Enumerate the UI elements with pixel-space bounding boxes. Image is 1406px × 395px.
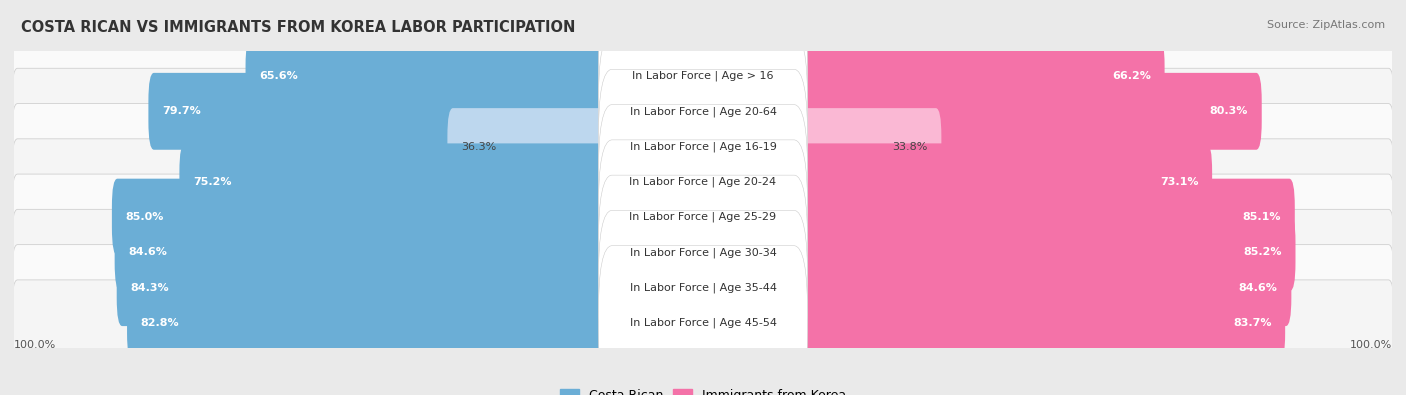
FancyBboxPatch shape — [599, 140, 807, 294]
FancyBboxPatch shape — [13, 33, 1393, 119]
FancyBboxPatch shape — [599, 175, 807, 329]
Text: Source: ZipAtlas.com: Source: ZipAtlas.com — [1267, 20, 1385, 30]
FancyBboxPatch shape — [599, 246, 807, 395]
Text: In Labor Force | Age 20-64: In Labor Force | Age 20-64 — [630, 106, 776, 117]
FancyBboxPatch shape — [599, 105, 807, 259]
FancyBboxPatch shape — [790, 179, 1295, 256]
Text: 33.8%: 33.8% — [893, 141, 928, 152]
FancyBboxPatch shape — [13, 174, 1393, 260]
Text: 65.6%: 65.6% — [259, 71, 298, 81]
Text: 75.2%: 75.2% — [193, 177, 232, 187]
FancyBboxPatch shape — [599, 34, 807, 188]
Text: 85.1%: 85.1% — [1243, 212, 1281, 222]
FancyBboxPatch shape — [790, 284, 1285, 361]
Text: 82.8%: 82.8% — [141, 318, 180, 328]
FancyBboxPatch shape — [790, 108, 942, 185]
Text: 85.0%: 85.0% — [125, 212, 165, 222]
FancyBboxPatch shape — [599, 70, 807, 224]
Text: In Labor Force | Age 25-29: In Labor Force | Age 25-29 — [630, 212, 776, 222]
FancyBboxPatch shape — [115, 214, 616, 291]
Text: In Labor Force | Age 45-54: In Labor Force | Age 45-54 — [630, 318, 776, 328]
FancyBboxPatch shape — [790, 73, 1261, 150]
Text: In Labor Force | Age > 16: In Labor Force | Age > 16 — [633, 71, 773, 81]
Text: 73.1%: 73.1% — [1160, 177, 1198, 187]
FancyBboxPatch shape — [447, 108, 616, 185]
FancyBboxPatch shape — [13, 103, 1393, 190]
Text: COSTA RICAN VS IMMIGRANTS FROM KOREA LABOR PARTICIPATION: COSTA RICAN VS IMMIGRANTS FROM KOREA LAB… — [21, 20, 575, 35]
Text: 80.3%: 80.3% — [1209, 106, 1249, 116]
Text: 79.7%: 79.7% — [162, 106, 201, 116]
FancyBboxPatch shape — [790, 249, 1291, 326]
FancyBboxPatch shape — [117, 249, 616, 326]
Text: In Labor Force | Age 16-19: In Labor Force | Age 16-19 — [630, 141, 776, 152]
FancyBboxPatch shape — [180, 143, 616, 220]
FancyBboxPatch shape — [127, 284, 616, 361]
Text: 84.6%: 84.6% — [1239, 283, 1278, 293]
FancyBboxPatch shape — [790, 214, 1295, 291]
FancyBboxPatch shape — [790, 38, 1164, 115]
Text: 85.2%: 85.2% — [1243, 247, 1282, 258]
Text: 84.6%: 84.6% — [128, 247, 167, 258]
Text: In Labor Force | Age 35-44: In Labor Force | Age 35-44 — [630, 282, 776, 293]
FancyBboxPatch shape — [246, 38, 616, 115]
FancyBboxPatch shape — [790, 143, 1212, 220]
Text: 66.2%: 66.2% — [1112, 71, 1152, 81]
FancyBboxPatch shape — [13, 139, 1393, 225]
FancyBboxPatch shape — [13, 209, 1393, 295]
Text: 83.7%: 83.7% — [1233, 318, 1271, 328]
FancyBboxPatch shape — [13, 280, 1393, 366]
Text: 84.3%: 84.3% — [131, 283, 169, 293]
Legend: Costa Rican, Immigrants from Korea: Costa Rican, Immigrants from Korea — [555, 384, 851, 395]
FancyBboxPatch shape — [599, 0, 807, 153]
Text: 100.0%: 100.0% — [1350, 340, 1392, 350]
Text: In Labor Force | Age 30-34: In Labor Force | Age 30-34 — [630, 247, 776, 258]
Text: 36.3%: 36.3% — [461, 141, 496, 152]
Text: 100.0%: 100.0% — [14, 340, 56, 350]
FancyBboxPatch shape — [13, 245, 1393, 331]
Text: In Labor Force | Age 20-24: In Labor Force | Age 20-24 — [630, 177, 776, 187]
FancyBboxPatch shape — [599, 211, 807, 365]
FancyBboxPatch shape — [112, 179, 616, 256]
FancyBboxPatch shape — [149, 73, 616, 150]
FancyBboxPatch shape — [13, 68, 1393, 154]
